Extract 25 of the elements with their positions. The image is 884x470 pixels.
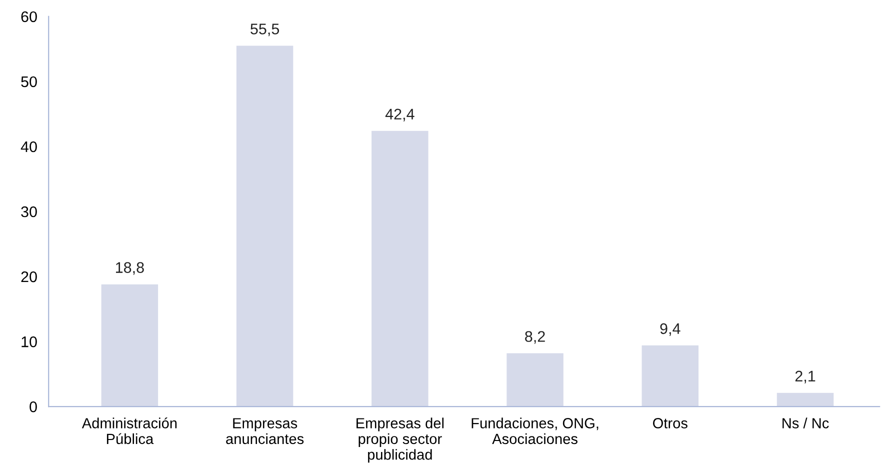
bar [642, 345, 699, 407]
bar [776, 392, 834, 407]
bar [101, 284, 158, 407]
y-tick-label: 10 [22, 336, 37, 348]
data-label: 42,4 [385, 108, 414, 122]
y-tick-label: 0 [30, 401, 37, 412]
data-label: 55,5 [250, 24, 280, 36]
y-tick-label: 60 [21, 11, 37, 22]
y-tick-label: 50 [21, 76, 37, 88]
y-tick-label: 20 [21, 271, 37, 282]
data-label: 9,4 [660, 323, 680, 336]
bar [506, 353, 564, 407]
x-tick-label: Fundaciones, ONG, Asociaciones [472, 418, 598, 444]
x-tick-label: Empresas anunciantes [226, 418, 304, 444]
data-label: 2,1 [795, 370, 816, 384]
data-label: 18,8 [116, 262, 144, 275]
y-tick-label: 30 [21, 206, 37, 218]
data-label: 8,2 [525, 331, 545, 344]
y-tick-label: 40 [20, 141, 37, 152]
x-tick-label: Administración Pública [82, 417, 177, 444]
bar [372, 130, 428, 407]
bar [236, 46, 294, 407]
x-tick-label: Empresas del propio sector publicidad [356, 418, 444, 463]
x-tick-label: Otros [653, 418, 688, 428]
x-tick-label: Ns / Nc [782, 418, 829, 428]
